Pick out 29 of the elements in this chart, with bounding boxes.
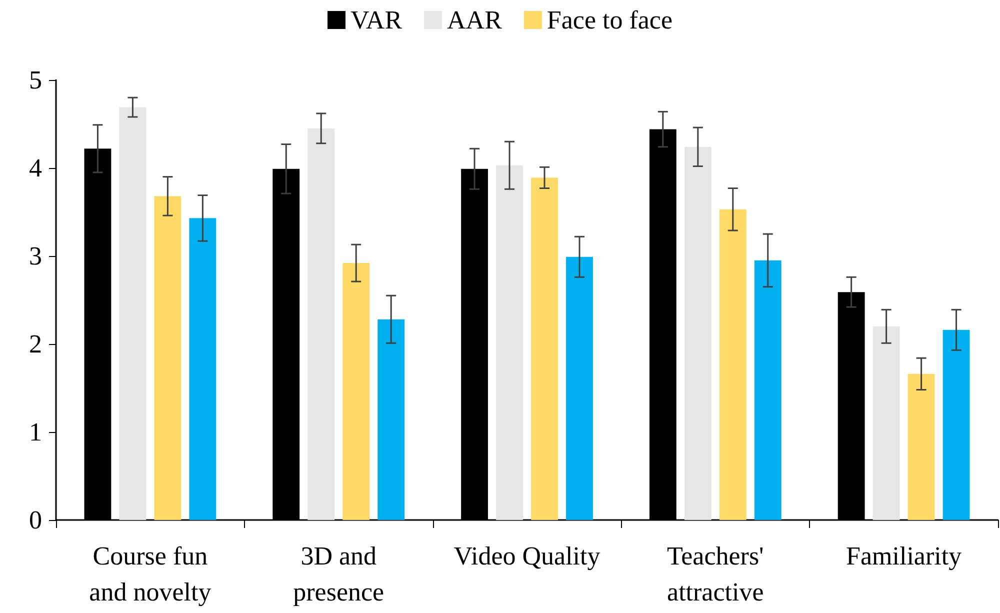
x-tick-label: Course fun and novelty [89,542,212,606]
bar [754,260,782,520]
bar [342,263,370,520]
bar [872,326,900,520]
y-tick-label: 0 [29,506,42,534]
x-tick-label: Video Quality [454,542,600,570]
y-tick-label: 2 [29,330,42,358]
y-tick-label: 5 [29,66,42,94]
bar [119,107,146,520]
x-tick-label: Familiarity [846,542,962,570]
legend-label: VAR [350,6,403,34]
y-tick-label: 4 [29,154,42,182]
bar [531,178,558,520]
x-tick-label: Teachers' attractive [667,542,764,606]
bar [189,218,216,520]
bar [308,128,335,520]
legend-label: Face to face [546,6,673,34]
x-tick-label: 3D and presence [293,542,384,606]
y-tick-label: 1 [29,418,42,446]
bar [154,196,182,520]
bar [496,165,523,520]
bar [942,330,970,520]
bar [719,209,746,520]
bar [908,374,935,520]
bar [684,146,712,520]
y-tick-label: 3 [29,242,42,270]
legend-label: AAR [447,6,503,34]
bar [566,256,593,520]
bar [378,319,405,520]
